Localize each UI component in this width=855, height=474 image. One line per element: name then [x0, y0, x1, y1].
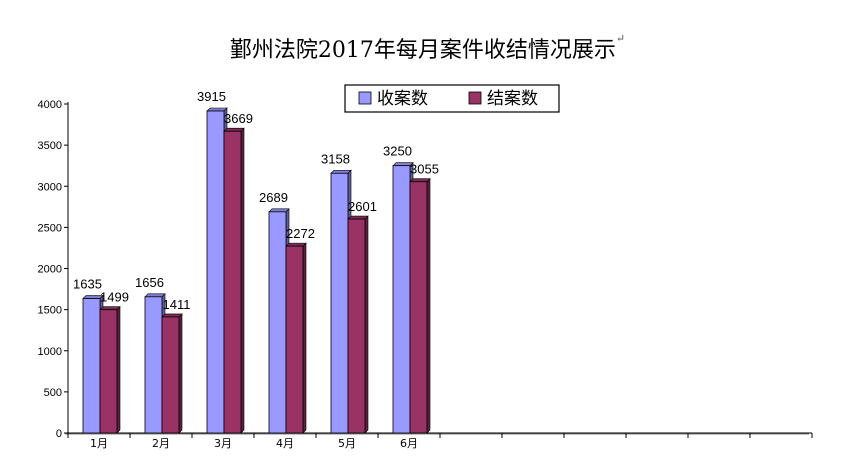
legend-swatch — [468, 91, 482, 105]
data-label: 1411 — [163, 297, 191, 312]
legend: 收案数 结案数 — [344, 84, 560, 113]
bar-side — [240, 127, 245, 434]
bars — [82, 107, 431, 434]
data-label: 2689 — [259, 190, 288, 205]
bar-front — [330, 172, 349, 434]
axes: 0 500 1000 1500 2000 2500 3000 3500 4000 1月 2月 3月 4月… — [38, 99, 813, 450]
y-tick-label: 0 — [56, 428, 62, 440]
y-tick-label: 4000 — [38, 99, 62, 111]
chart-title-text: 鄞州法院2017年每月案件收结情况展示 — [229, 38, 616, 63]
data-label: 3669 — [224, 111, 253, 126]
bar-front — [82, 298, 101, 434]
bar-top — [161, 313, 183, 318]
bar-front — [144, 296, 163, 434]
bar-closed — [409, 178, 431, 434]
bar-top — [285, 242, 307, 247]
y-tick-label: 3000 — [38, 181, 62, 193]
bar-closed — [347, 215, 369, 434]
bar-top — [223, 127, 245, 132]
data-label: 3158 — [321, 151, 350, 166]
bar-side — [426, 178, 431, 434]
data-label: 2601 — [348, 199, 377, 214]
bar-closed — [223, 127, 245, 434]
bar-top — [347, 215, 369, 220]
data-label: 1499 — [100, 290, 129, 305]
x-tick-label: 3月 — [214, 437, 232, 450]
legend-label: 结案数 — [487, 89, 538, 109]
legend-box — [344, 84, 560, 113]
x-tick-label: 6月 — [400, 437, 418, 450]
data-label: 1656 — [135, 275, 164, 290]
data-label: 3915 — [197, 89, 226, 104]
bar-side — [302, 242, 307, 434]
bar-front — [223, 130, 242, 434]
bar-side — [178, 313, 183, 434]
bar-top — [409, 178, 431, 183]
bar-closed — [99, 305, 121, 434]
y-tick-label: 2000 — [38, 264, 62, 276]
legend-swatch — [358, 91, 372, 105]
bar-front — [99, 309, 118, 434]
bar-side — [116, 305, 121, 434]
bar-front — [206, 110, 225, 434]
y-tick-label: 500 — [44, 387, 62, 399]
paragraph-mark: ↵ — [615, 32, 626, 45]
bar-front — [392, 165, 411, 434]
y-tick-label: 2500 — [38, 222, 62, 234]
bar-top — [99, 306, 121, 311]
bar-closed — [285, 242, 307, 434]
chart-title: 鄞州法院2017年每月案件收结情况展示↵ — [0, 32, 855, 64]
bar-front — [161, 316, 180, 434]
bar-top — [330, 169, 352, 174]
bar-top — [268, 208, 290, 213]
data-label: 2272 — [286, 226, 315, 241]
bar-front — [268, 211, 287, 434]
y-tick-label: 3500 — [38, 140, 62, 152]
bar-front — [409, 181, 428, 434]
bar-closed — [161, 313, 183, 434]
y-tick-label: 1500 — [38, 305, 62, 317]
x-tick-label: 1月 — [90, 437, 108, 450]
y-tick-label: 1000 — [38, 346, 62, 358]
data-label: 3055 — [410, 162, 439, 177]
x-tick-label: 4月 — [276, 437, 294, 450]
bar-front — [285, 245, 304, 434]
data-label: 1635 — [73, 277, 102, 292]
legend-label: 收案数 — [377, 89, 428, 109]
bar-side — [364, 215, 369, 434]
bar-front — [347, 218, 366, 434]
x-tick-label: 5月 — [338, 437, 356, 450]
data-label: 3250 — [383, 144, 412, 159]
x-tick-label: 2月 — [152, 437, 170, 450]
